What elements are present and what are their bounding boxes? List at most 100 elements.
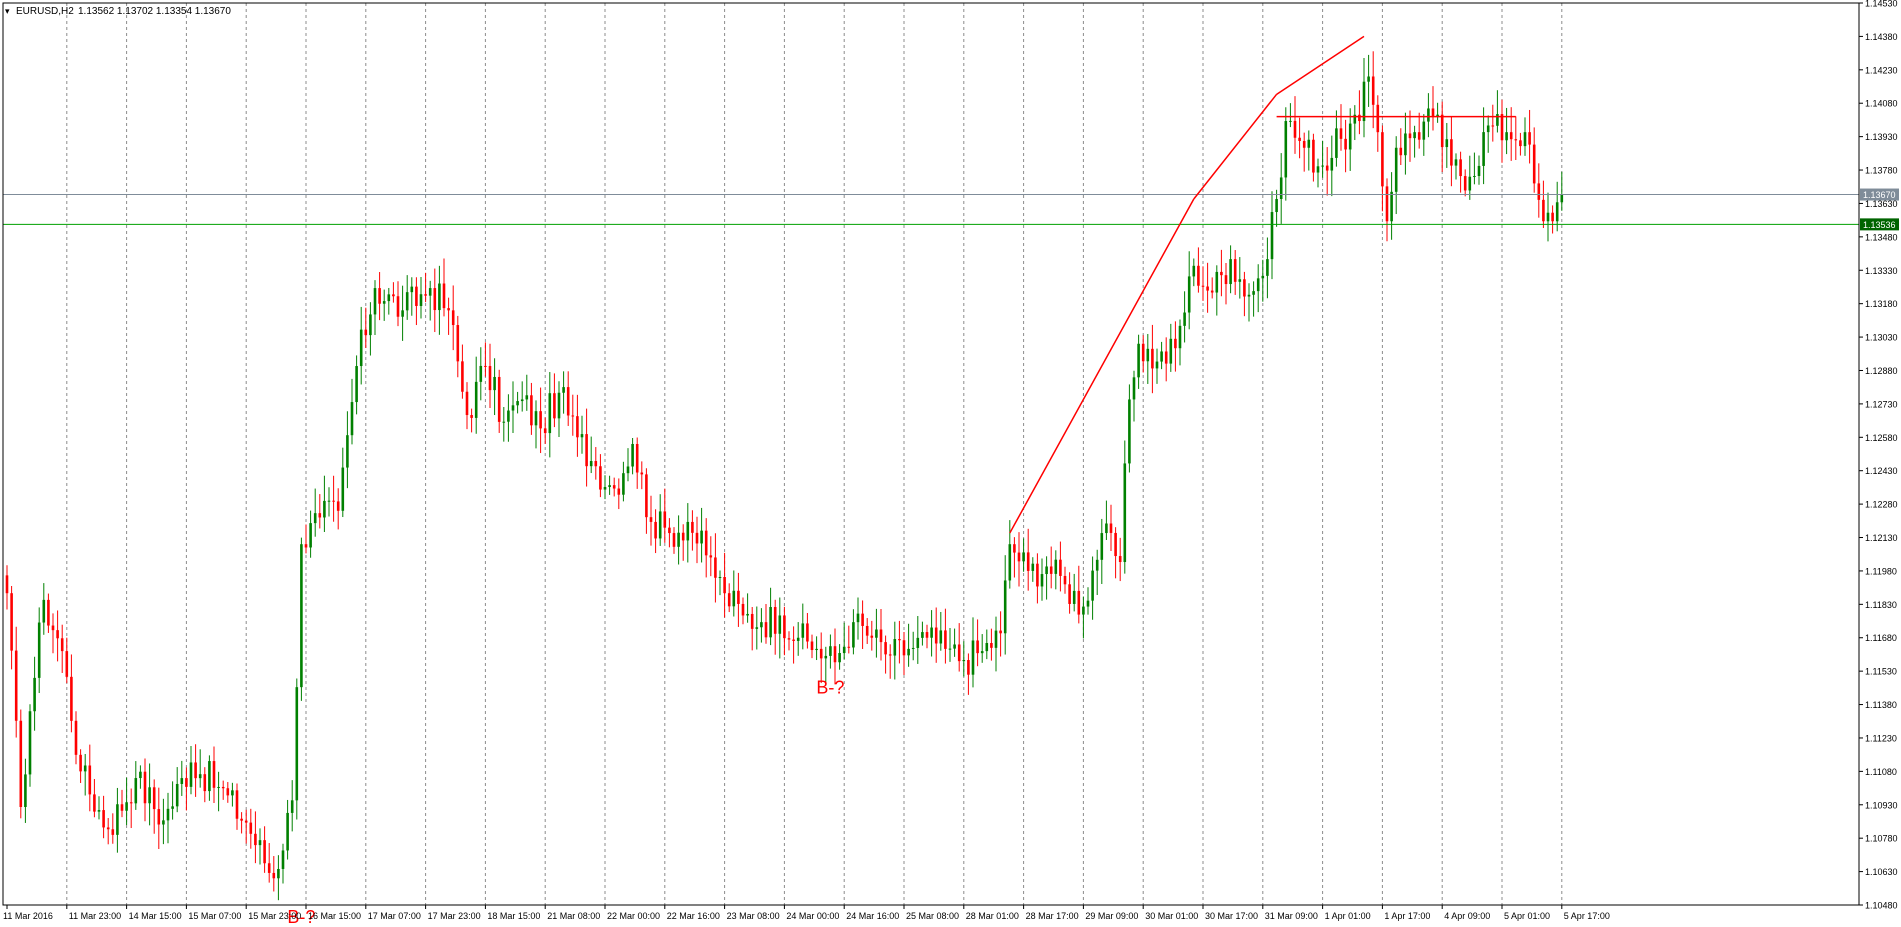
candle — [824, 646, 828, 682]
trendline[interactable] — [1276, 35, 1365, 95]
candle — [1546, 192, 1550, 242]
candle — [171, 781, 174, 820]
candle — [254, 811, 257, 864]
candle — [695, 516, 699, 564]
candle — [539, 387, 542, 454]
candle — [548, 372, 552, 458]
candle — [295, 678, 299, 820]
candle — [382, 289, 386, 321]
candle — [419, 276, 423, 319]
y-tick-label: 1.11380 — [1865, 700, 1897, 710]
time-axis[interactable]: 11 Mar 2016 11 Mar 23:00 14 Mar 15:00 15 Ma… — [3, 905, 1610, 921]
candle — [530, 382, 533, 435]
candle — [704, 518, 708, 578]
x-tick-label: 1 Apr 17:00 — [1384, 911, 1430, 921]
candle — [1146, 333, 1150, 384]
candle — [24, 758, 27, 823]
x-tick-label: 4 Apr 09:00 — [1444, 911, 1490, 921]
x-tick-label: 28 Mar 01:00 — [966, 911, 1019, 921]
candle — [732, 570, 736, 617]
candle — [842, 622, 846, 660]
candle — [355, 355, 358, 415]
candle — [70, 654, 73, 733]
candle — [396, 281, 400, 327]
candle — [1224, 262, 1228, 305]
x-tick-label: 11 Mar 2016 — [3, 911, 53, 921]
candle — [603, 475, 607, 500]
candle — [1371, 51, 1375, 129]
candle — [1077, 565, 1081, 624]
y-tick-label: 1.13330 — [1865, 266, 1898, 276]
candle — [387, 287, 391, 315]
x-tick-label: 31 Mar 09:00 — [1265, 911, 1318, 921]
candle — [1353, 105, 1357, 141]
candle — [1367, 54, 1370, 107]
x-tick-label: 21 Mar 08:00 — [547, 911, 600, 921]
candle — [1555, 181, 1559, 232]
candle — [663, 488, 667, 543]
candle — [1459, 151, 1462, 193]
candle — [525, 374, 529, 411]
candle — [1399, 128, 1403, 166]
x-tick-label: 29 Mar 09:00 — [1085, 911, 1138, 921]
candle — [1252, 281, 1255, 317]
candle — [438, 265, 441, 335]
price-axis[interactable]: 1.13670 1.13536 1.14530 1.14380 1.14230 1.140… — [1859, 0, 1899, 911]
candle — [576, 394, 579, 457]
x-tick-label: 22 Mar 00:00 — [607, 911, 660, 921]
candle — [796, 622, 800, 656]
candle — [1183, 291, 1186, 343]
candle — [428, 280, 432, 321]
candle — [589, 436, 593, 474]
candle — [332, 475, 335, 522]
candles — [5, 51, 1564, 901]
candle — [907, 623, 910, 667]
candle — [1174, 321, 1177, 372]
trendlines[interactable] — [1009, 35, 1516, 534]
candle — [1026, 528, 1030, 591]
candle — [497, 369, 501, 433]
svg-text:1.13536: 1.13536 — [1863, 220, 1896, 230]
y-tick-label: 1.12880 — [1865, 366, 1898, 376]
y-tick-label: 1.14530 — [1865, 0, 1898, 9]
candle — [815, 636, 818, 661]
candle — [755, 606, 759, 650]
candle — [916, 616, 920, 664]
candle — [1321, 140, 1324, 178]
candle — [1082, 596, 1085, 639]
candle — [778, 597, 782, 659]
candle — [1118, 537, 1122, 582]
candle — [47, 593, 50, 633]
candle — [1022, 538, 1025, 572]
candle — [1160, 341, 1163, 370]
candle — [723, 552, 726, 618]
candle — [806, 612, 809, 649]
x-tick-label: 24 Mar 00:00 — [786, 911, 839, 921]
candle — [856, 597, 860, 640]
candle — [1095, 549, 1099, 595]
candle — [829, 634, 832, 669]
candle — [350, 378, 354, 445]
candle — [1201, 266, 1205, 301]
candle — [484, 342, 487, 377]
candle — [1312, 133, 1315, 182]
x-tick-label: 16 Mar 15:00 — [308, 911, 361, 921]
x-tick-label: 28 Mar 17:00 — [1026, 911, 1079, 921]
candle — [1100, 518, 1104, 585]
candle — [1243, 271, 1246, 317]
candle — [1059, 541, 1062, 592]
candle — [1178, 319, 1182, 366]
candle — [1298, 117, 1301, 159]
chart-menu-icon[interactable]: ▾ — [5, 6, 10, 16]
y-tick-label: 1.11530 — [1865, 667, 1897, 677]
candle — [1445, 122, 1449, 168]
trendline[interactable] — [1193, 93, 1278, 200]
candle — [364, 307, 368, 348]
candle — [185, 767, 188, 811]
candle — [691, 510, 694, 551]
candle — [1450, 116, 1453, 187]
candle — [553, 373, 556, 428]
trendline[interactable] — [1009, 198, 1195, 534]
candle — [1155, 348, 1159, 384]
